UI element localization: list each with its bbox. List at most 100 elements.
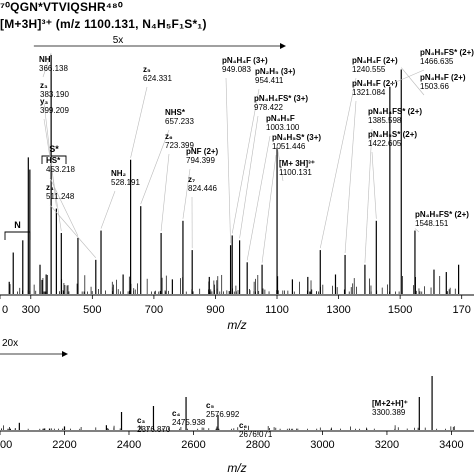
annotation-leader — [43, 118, 62, 232]
annotation-value: 978.422 — [254, 103, 283, 112]
annotation-leader — [239, 115, 259, 239]
zoom20-label: 20x — [2, 338, 18, 349]
annotation-label: pN₄H₅F (2+) — [420, 73, 466, 82]
annotation-value: 2576.992 — [206, 410, 240, 419]
peptide-title: ⁷⁰QGN*VTVIQSHR⁴⁸⁰ — [0, 0, 123, 14]
annotation-label: y₃ — [40, 97, 48, 106]
annotation-label: pN₄H₅FS* (2+) — [415, 210, 469, 219]
annotation-value: 624.331 — [143, 74, 172, 83]
annotation-leader — [49, 177, 79, 237]
annotation-value: 2676.071 — [239, 430, 273, 439]
annotation-value: 1003.100 — [266, 123, 300, 132]
annotation-value: 1503.66 — [420, 82, 449, 91]
precursor-title: [M+3H]³⁺ (m/z 1100.131, N₄H₅F₁S*₁) — [0, 17, 207, 31]
annotation-label: pN₄H₅S* (2+) — [368, 130, 417, 139]
top-x-label: m/z — [227, 318, 246, 332]
annotation-label: pN₄H₄F (2+) — [352, 56, 398, 65]
annotation-label: pN₄H₅S* (3+) — [272, 133, 321, 142]
annotation-value: 657.233 — [165, 117, 194, 126]
annotation-value: 1422.605 — [368, 139, 402, 148]
annotation-leader — [42, 52, 52, 78]
annotation-value: 1385.598 — [368, 116, 402, 125]
annotation-leader — [49, 204, 97, 259]
annotation-leader — [130, 86, 148, 158]
annotation-leader — [231, 88, 260, 234]
top-tick-label: 1300 — [326, 304, 350, 316]
annotation-leader — [276, 145, 284, 182]
annotation-label: pN₂H₅ (3+) — [255, 67, 296, 76]
annotation-label: [M+ 3H]³⁺ — [279, 159, 315, 168]
annotation-value: 2376.870 — [137, 425, 171, 434]
annotation-value: 453.218 — [46, 165, 75, 174]
top-tick-label: 300 — [22, 304, 40, 316]
annotation-label: pN₄H₄F (3+) — [222, 56, 268, 65]
annotation-leader — [43, 102, 57, 207]
annotation-label: z₃ — [40, 81, 48, 90]
annotation-value: 3300.389 — [372, 408, 406, 417]
annotation-label: z₆ — [165, 132, 173, 141]
bottom-tick-label: 3200 — [375, 439, 399, 451]
annotation-label: NH — [39, 55, 51, 64]
annotation-label: c₄ — [172, 409, 180, 418]
bottom-tick-label: 2000 — [0, 439, 12, 451]
annotation-leader — [344, 100, 357, 253]
annotation-label: z₇ — [188, 175, 195, 184]
annotation-label: NHS* — [165, 108, 186, 117]
annotation-leader — [246, 135, 271, 261]
annotation-leader — [261, 154, 277, 263]
top-tick-label: 500 — [83, 304, 101, 316]
annotation-value: 528.191 — [111, 178, 140, 187]
top-tick-label: 1500 — [388, 304, 412, 316]
annotation-value: 1321.084 — [352, 88, 386, 97]
annotation-leader — [182, 168, 191, 219]
annotation-value: 399.209 — [40, 106, 69, 115]
annotation-leader — [401, 67, 425, 96]
annotation-leader — [319, 77, 357, 249]
zoom20-arrow-head — [62, 351, 68, 357]
annotation-label: z₄ — [46, 183, 54, 192]
annotation-label: pN₄H₅FS* (2+) — [420, 48, 474, 57]
annotation-value: 794.399 — [186, 156, 215, 165]
annotation-value: 366.138 — [39, 64, 68, 73]
top-tick-label: 700 — [145, 304, 163, 316]
annotation-value: 1466.635 — [420, 57, 454, 66]
s-loss-label: S* — [49, 144, 59, 154]
annotation-label: NH₂ — [111, 169, 127, 178]
top-tick-label: 0 — [2, 304, 8, 316]
annotation-leader — [371, 151, 377, 219]
annotation-value: 2475.938 — [172, 418, 206, 427]
annotation-label: pN₄H₄FS* (2+) — [368, 107, 422, 116]
annotation-label: c₃ — [137, 416, 145, 425]
annotation-label: pN₄H₄FS* (3+) — [254, 94, 308, 103]
annotation-label: pN₄H₅F (2+) — [352, 79, 398, 88]
zoom-label: 5x — [113, 35, 124, 46]
n-loss-label: N — [14, 220, 21, 230]
annotation-label: c₆ — [239, 421, 247, 430]
annotation-leader — [225, 77, 231, 244]
annotation-label: z₅ — [143, 65, 151, 74]
annotation-value: 723.399 — [165, 141, 194, 150]
annotation-leader — [160, 153, 170, 232]
bottom-tick-label: 3000 — [310, 439, 334, 451]
annotation-label: HS* — [46, 156, 61, 165]
annotation-value: 1240.555 — [352, 65, 386, 74]
annotation-leader — [364, 128, 373, 263]
top-tick-label: 900 — [206, 304, 224, 316]
annotation-leader — [389, 69, 425, 85]
annotation-leader — [414, 228, 420, 233]
bottom-tick-label: 3400 — [439, 439, 463, 451]
annotation-label: pN₄H₅F — [266, 114, 295, 123]
annotation-leader — [140, 129, 170, 205]
annotation-label: c₅ — [206, 401, 214, 410]
annotation-value: 1051.446 — [272, 142, 306, 151]
annotation-label: pNF (2+) — [186, 147, 219, 156]
annotation-value: 1548.151 — [415, 219, 449, 228]
bottom-tick-label: 2600 — [181, 439, 205, 451]
n-loss-bracket — [4, 231, 31, 240]
annotation-label: [M+2+H]⁺ — [372, 399, 408, 408]
bottom-tick-label: 2800 — [246, 439, 270, 451]
annotation-value: 1100.131 — [279, 168, 312, 177]
annotation-value: 383.190 — [40, 90, 69, 99]
